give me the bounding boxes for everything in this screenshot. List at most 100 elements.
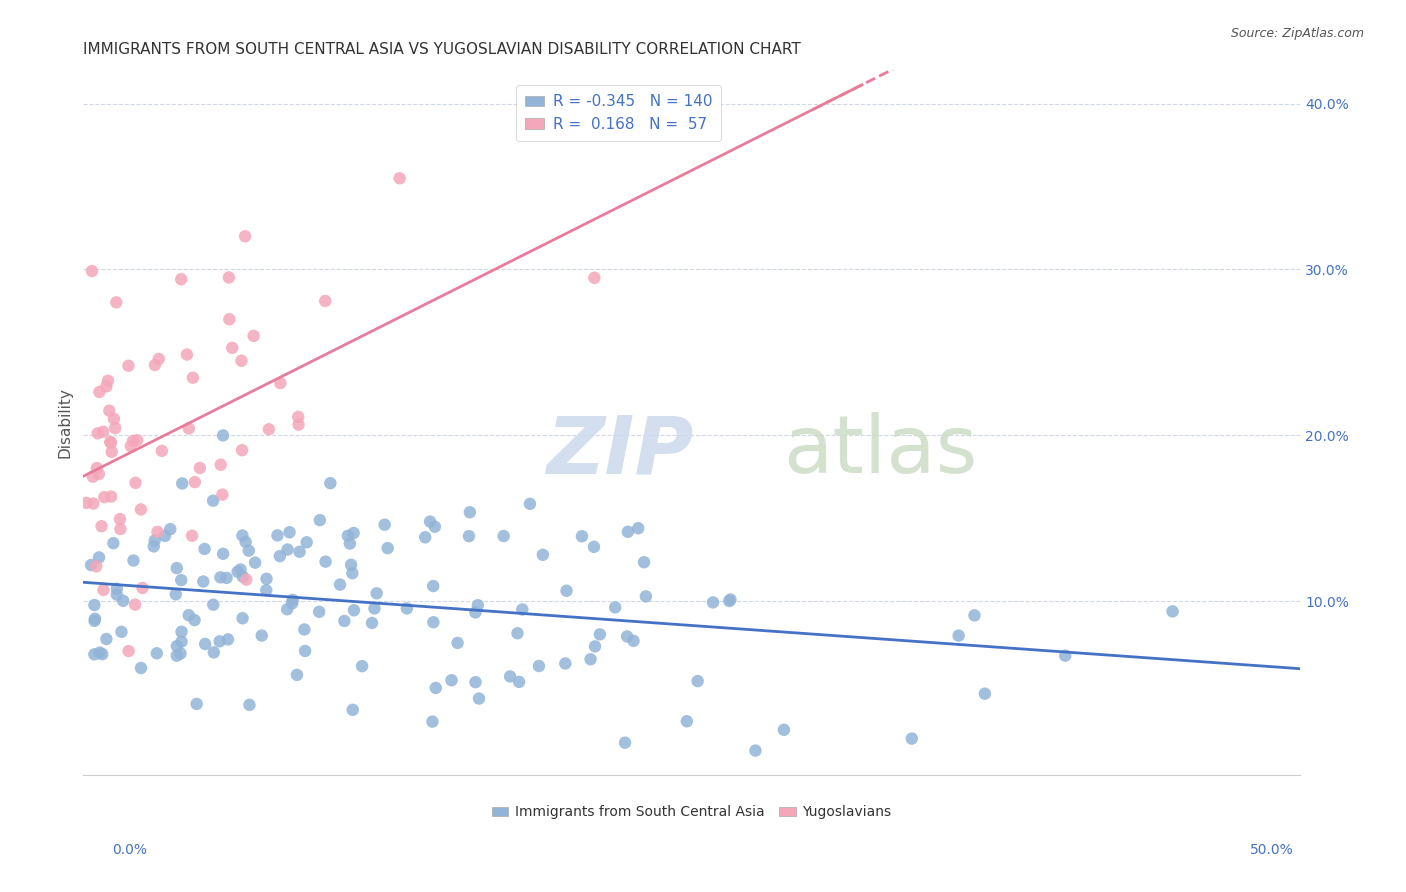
Point — [336, 529, 359, 543]
Point — [129, 661, 152, 675]
Point — [281, 596, 304, 610]
Point — [744, 743, 766, 757]
Point — [98, 403, 121, 417]
Point — [633, 555, 655, 569]
Point — [589, 627, 612, 641]
Point — [105, 582, 128, 596]
Text: atlas: atlas — [783, 412, 977, 490]
Point — [122, 434, 145, 448]
Point — [232, 611, 254, 625]
Point — [194, 637, 217, 651]
Point — [193, 541, 215, 556]
Point — [83, 598, 105, 612]
Point — [1161, 604, 1184, 618]
Point — [413, 530, 436, 544]
Point — [250, 629, 273, 643]
Point — [202, 598, 225, 612]
Y-axis label: Disability: Disability — [58, 387, 72, 458]
Point — [193, 574, 215, 589]
Point — [419, 515, 441, 529]
Point — [235, 534, 257, 549]
Point — [212, 428, 235, 442]
Point — [146, 524, 169, 539]
Point — [718, 594, 741, 608]
Point — [422, 615, 444, 630]
Point — [89, 384, 111, 399]
Point — [531, 548, 554, 562]
Point — [686, 674, 709, 689]
Point — [492, 529, 515, 543]
Point — [82, 469, 104, 483]
Point — [184, 475, 207, 489]
Point — [278, 525, 301, 540]
Point — [308, 605, 330, 619]
Point — [238, 698, 260, 712]
Point — [720, 592, 742, 607]
Point — [277, 542, 299, 557]
Point — [352, 659, 374, 673]
Point — [627, 521, 650, 535]
Point — [292, 623, 315, 637]
Point — [464, 606, 486, 620]
Point — [295, 535, 318, 549]
Point — [254, 583, 277, 598]
Point — [510, 602, 533, 616]
Point — [231, 353, 253, 368]
Point — [170, 272, 193, 286]
Point — [506, 626, 529, 640]
Point — [675, 714, 697, 729]
Point — [287, 417, 309, 432]
Point — [446, 636, 468, 650]
Point — [165, 587, 187, 601]
Point — [208, 634, 231, 648]
Point — [93, 582, 115, 597]
Point — [110, 624, 132, 639]
Point — [217, 632, 239, 647]
Point — [425, 681, 447, 695]
Point — [287, 409, 309, 424]
Point — [120, 439, 142, 453]
Point — [166, 561, 188, 575]
Point — [112, 594, 135, 608]
Point — [308, 513, 330, 527]
Point — [238, 543, 260, 558]
Point — [153, 529, 176, 543]
Point — [170, 634, 193, 648]
Point — [86, 461, 108, 475]
Point — [170, 573, 193, 587]
Point — [108, 512, 131, 526]
Point — [342, 566, 364, 581]
Point — [80, 558, 103, 572]
Point — [377, 541, 399, 555]
Point — [617, 524, 640, 539]
Point — [183, 613, 205, 627]
Point — [616, 629, 638, 643]
Point — [100, 445, 122, 459]
Point — [90, 519, 112, 533]
Point — [440, 673, 463, 688]
Point — [105, 588, 128, 602]
Point — [83, 648, 105, 662]
Point — [87, 426, 110, 441]
Point — [209, 570, 232, 584]
Point — [159, 522, 181, 536]
Point — [75, 496, 97, 510]
Point — [84, 559, 107, 574]
Point — [100, 435, 122, 450]
Point — [209, 458, 232, 472]
Point — [339, 536, 361, 550]
Point — [257, 422, 280, 436]
Point — [82, 496, 104, 510]
Point — [87, 467, 110, 481]
Point — [218, 312, 240, 326]
Text: IMMIGRANTS FROM SOUTH CENTRAL ASIA VS YUGOSLAVIAN DISABILITY CORRELATION CHART: IMMIGRANTS FROM SOUTH CENTRAL ASIA VS YU… — [83, 42, 801, 57]
Text: ZIP: ZIP — [546, 412, 693, 490]
Point — [333, 614, 356, 628]
Point — [519, 497, 541, 511]
Point — [374, 517, 396, 532]
Point — [166, 648, 188, 663]
Point — [342, 703, 364, 717]
Point — [142, 540, 165, 554]
Point — [269, 376, 291, 390]
Point — [422, 579, 444, 593]
